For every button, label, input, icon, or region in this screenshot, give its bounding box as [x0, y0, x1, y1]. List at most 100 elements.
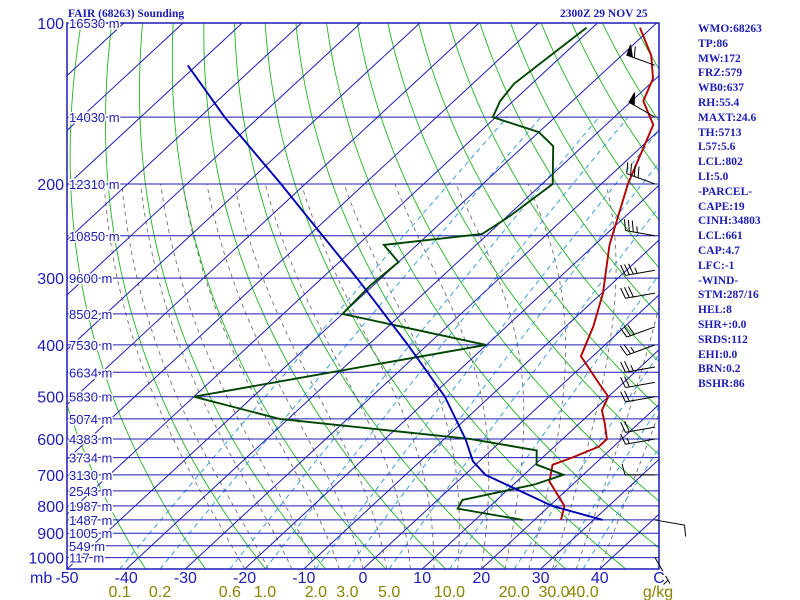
isotherm: [67, 23, 362, 296]
height-label: 12310 m: [69, 177, 120, 192]
pressure-label: 300: [37, 271, 64, 288]
dewpoint-line: [193, 26, 588, 521]
mixing-ratio-label: 2.0: [305, 584, 327, 600]
mixing-ratio-unit-label: g/kg: [643, 584, 673, 600]
moist-adiabat: [182, 183, 340, 569]
isotherm: [67, 23, 243, 186]
dry-adiabat: [418, 23, 659, 409]
temperature-tick-label: -50: [55, 570, 78, 587]
pressure-label: 900: [37, 526, 64, 543]
wind-barb: [620, 390, 656, 403]
index-value: RH:55.4: [698, 96, 740, 109]
isotherm: [67, 23, 184, 132]
wind-barb: [620, 421, 656, 433]
dry-adiabat: [171, 23, 387, 569]
isotherm: [421, 349, 659, 569]
pressure-unit-label: mb: [30, 570, 52, 587]
height-label: 10850 m: [69, 229, 120, 244]
parcel-line: [186, 64, 603, 521]
index-value: -PARCEL-: [698, 185, 753, 198]
index-value: BRN:0.2: [698, 363, 741, 376]
index-value: BSHR:86: [698, 378, 745, 391]
height-label: 3734 m: [69, 451, 112, 466]
dry-adiabat: [571, 23, 659, 172]
mixing-ratio-label: 30.0: [538, 584, 569, 600]
index-value: LCL:802: [698, 156, 743, 169]
temperature-tick-label: 20: [473, 570, 491, 587]
dry-adiabat: [264, 23, 567, 569]
height-label: 5830 m: [69, 390, 112, 405]
moist-adiabat: [103, 183, 245, 569]
moist-adiabat: [527, 183, 567, 569]
moist-adiabat: [233, 183, 388, 569]
dry-adiabat: [510, 23, 659, 269]
wind-barb: [620, 263, 656, 276]
isotherm: [481, 403, 659, 569]
temperature-tick-label: -10: [292, 570, 315, 587]
pressure-label: 600: [37, 432, 64, 449]
index-value: LI:5.0: [698, 170, 729, 183]
dry-adiabat: [326, 23, 659, 549]
wind-barb: [654, 519, 687, 537]
isotherm: [540, 458, 659, 569]
pressure-label: 800: [37, 499, 64, 516]
index-value: LFC:-1: [698, 259, 735, 272]
dry-adiabat: [67, 403, 146, 569]
isotherm: [362, 294, 659, 569]
height-label: 14030 m: [69, 110, 120, 125]
isotherm: [67, 23, 480, 406]
isotherm: [67, 23, 658, 569]
index-value: TH:5713: [698, 126, 742, 139]
mixing-ratio-label: 3.0: [336, 584, 358, 600]
isotherm: [303, 239, 659, 569]
mixing-ratio-label: 5.0: [378, 584, 400, 600]
index-value: SHR+:0.0: [698, 318, 747, 331]
wind-barb: [620, 361, 656, 373]
dry-adiabat: [234, 23, 507, 569]
dry-adiabat: [203, 23, 447, 569]
moist-adiabat: [140, 183, 293, 569]
pressure-label: 400: [37, 338, 64, 355]
pressure-label: 100: [37, 16, 64, 33]
isotherm: [67, 23, 539, 461]
mixing-ratio-line: [264, 116, 629, 569]
dry-adiabat: [295, 23, 627, 569]
height-label: 8502 m: [69, 307, 112, 322]
temperature-unit-label: C: [653, 570, 665, 587]
index-value: WB0:637: [698, 82, 744, 95]
index-value: SRDS:112: [698, 333, 748, 346]
pressure-label: 700: [37, 468, 64, 485]
index-value: MW:172: [698, 52, 741, 65]
isotherm: [67, 23, 302, 241]
wind-barb: [626, 44, 656, 66]
wind-barb: [654, 557, 671, 585]
height-label: 6634 m: [69, 365, 112, 380]
mixing-ratio-label: 0.1: [108, 584, 130, 600]
wind-barb: [620, 286, 656, 299]
isotherm: [185, 129, 659, 569]
index-value: L57:5.6: [698, 141, 736, 154]
wind-barb: [628, 92, 656, 118]
index-value: HEL:8: [698, 304, 732, 317]
temperature-tick-label: -40: [115, 570, 138, 587]
moist-adiabat: [455, 183, 525, 569]
dry-adiabat: [69, 23, 206, 569]
pressure-label: 500: [37, 390, 64, 407]
chart-title: FAIR (68263) Sounding: [68, 8, 185, 20]
height-label: 3130 m: [69, 468, 112, 483]
temperature-tick-label: 0: [359, 570, 368, 587]
temperature-tick-label: -30: [174, 570, 197, 587]
moist-adiabat: [121, 183, 269, 569]
pressure-label: 1000: [28, 551, 64, 568]
height-label: 549 m: [69, 539, 105, 554]
wind-barb: [626, 162, 656, 185]
index-value: -WIND-: [698, 274, 739, 287]
wind-barb: [620, 376, 656, 389]
wind-barb: [619, 324, 656, 338]
index-value: FRZ:579: [698, 67, 743, 80]
mixing-ratio-line: [347, 161, 659, 569]
mixing-ratio-label: 1.0: [254, 584, 276, 600]
height-label: 1487 m: [69, 513, 112, 528]
wind-barb: [623, 219, 656, 237]
height-label: 9600 m: [69, 271, 112, 286]
